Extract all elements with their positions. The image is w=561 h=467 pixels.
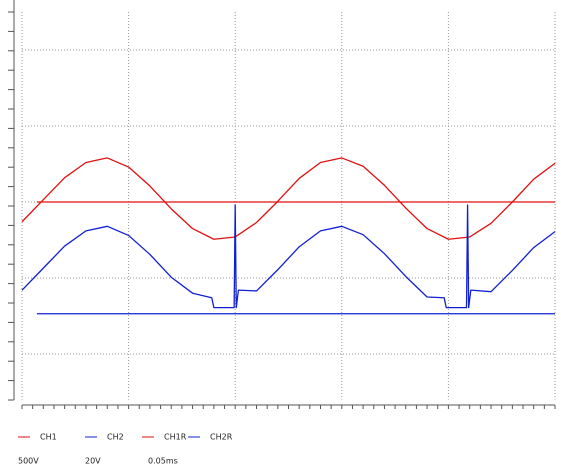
scale-label: 20V — [85, 457, 101, 466]
scale-label: 0.05ms — [148, 457, 178, 466]
scale-label: 500V — [18, 457, 39, 466]
trace — [21, 157, 556, 240]
legend-label: CH2 — [107, 433, 124, 442]
legend-label: CH1 — [40, 433, 57, 442]
legend-label: CH1R — [164, 433, 187, 442]
legend-label: CH2R — [210, 433, 233, 442]
trace — [21, 204, 556, 309]
